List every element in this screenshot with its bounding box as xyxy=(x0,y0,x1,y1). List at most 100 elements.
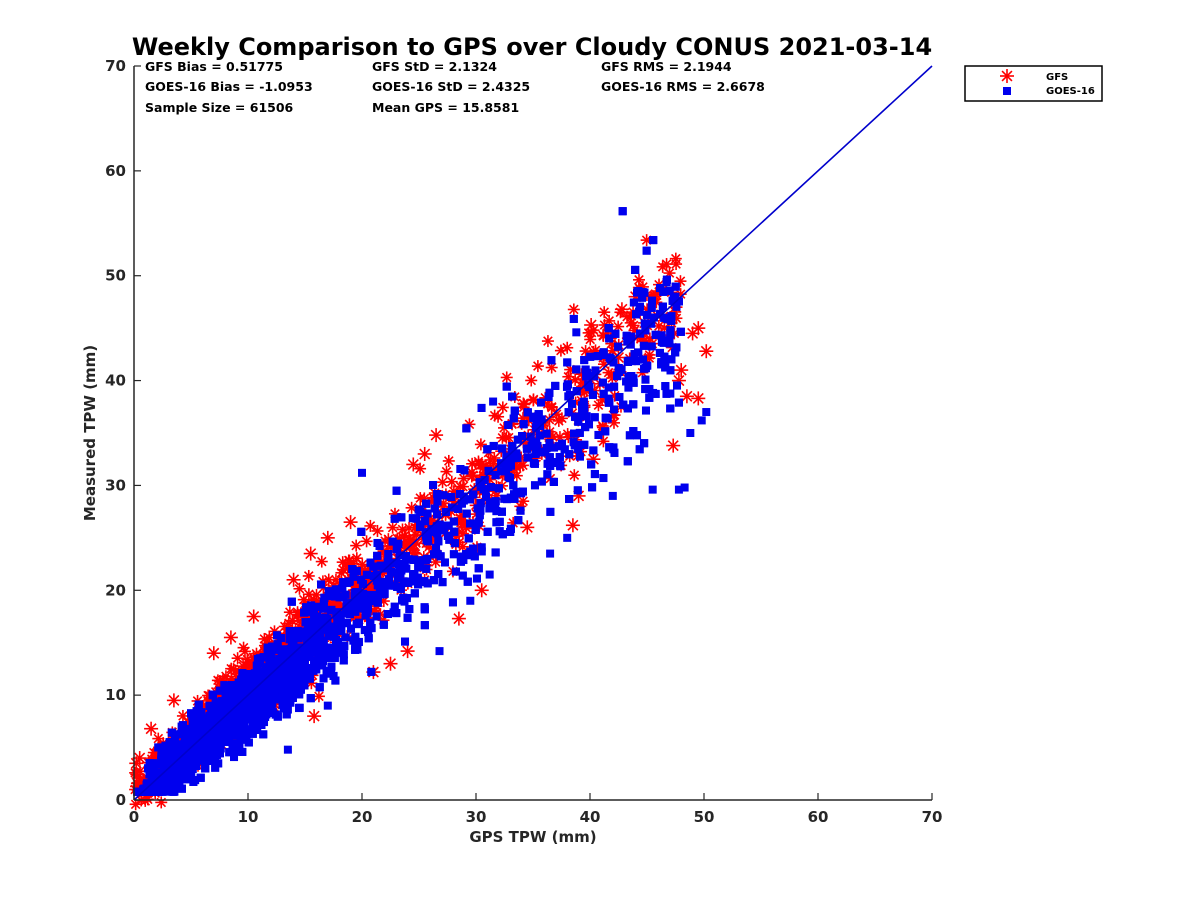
gfs-point xyxy=(225,662,238,675)
goes-16-point xyxy=(472,574,481,583)
goes-16-point xyxy=(509,414,518,423)
goes-16-point xyxy=(252,661,261,670)
goes-16-point xyxy=(668,296,677,305)
goes-16-point xyxy=(609,358,618,367)
gfs-point xyxy=(555,412,568,425)
gfs-point xyxy=(176,709,189,722)
gfs-point xyxy=(457,472,470,485)
goes-16-point xyxy=(504,420,513,429)
gfs-point xyxy=(541,335,554,348)
goes-16-point xyxy=(196,773,205,782)
goes-16-point xyxy=(610,448,619,457)
gfs-point xyxy=(633,273,646,286)
goes-16-point xyxy=(477,403,486,412)
goes-16-point xyxy=(666,404,675,413)
goes-16-point xyxy=(504,472,513,481)
gfs-point xyxy=(129,756,144,771)
goes-16-point xyxy=(614,367,623,376)
goes-16-point xyxy=(390,514,399,523)
goes-16-point xyxy=(639,341,648,350)
goes-16-point xyxy=(647,342,656,351)
goes-16-point xyxy=(491,497,500,506)
gfs-point xyxy=(383,656,398,671)
gfs-point xyxy=(691,391,706,406)
gfs-point xyxy=(442,454,455,467)
goes-16-point xyxy=(367,667,376,676)
goes-16-point xyxy=(622,331,631,340)
goes-16-point xyxy=(194,700,203,709)
goes-16-point xyxy=(293,652,302,661)
goes-16-point xyxy=(567,399,576,408)
goes-16-point xyxy=(225,748,234,757)
goes-16-point xyxy=(449,550,458,559)
goes-16-point xyxy=(300,669,309,678)
goes-16-point xyxy=(462,424,471,433)
goes-16-point xyxy=(312,602,321,611)
goes-16-point xyxy=(283,659,292,668)
gfs-point xyxy=(454,516,467,529)
gfs-point xyxy=(386,521,399,534)
gfs-point xyxy=(474,583,489,598)
gfs-point xyxy=(517,401,530,414)
goes-16-point xyxy=(537,415,546,424)
goes-16-point xyxy=(329,671,338,680)
goes-16-point xyxy=(385,581,394,590)
gfs-point xyxy=(302,569,315,582)
goes-16-point xyxy=(546,507,555,516)
goes-16-point xyxy=(414,505,423,514)
goes-16-point xyxy=(492,507,501,516)
goes-16-point xyxy=(221,687,230,696)
gfs-point xyxy=(360,535,373,548)
gfs-point xyxy=(283,606,296,619)
goes-16-point xyxy=(666,389,675,398)
chart-title: Weekly Comparison to GPS over Cloudy CON… xyxy=(132,33,932,61)
goes-16-point xyxy=(535,431,544,440)
goes-16-point xyxy=(182,724,191,733)
goes-16-point xyxy=(282,710,291,719)
goes-16-point xyxy=(300,627,309,636)
goes-16-point xyxy=(324,591,333,600)
goes-16-point xyxy=(569,314,578,323)
goes-16-point xyxy=(575,452,584,461)
goes-16-point xyxy=(331,676,340,685)
goes-16-point xyxy=(638,293,647,302)
goes-16-point xyxy=(373,551,382,560)
goes-16-point xyxy=(536,398,545,407)
gfs-point xyxy=(598,306,611,319)
goes-16-point xyxy=(191,776,200,785)
goes-16-point xyxy=(573,486,582,495)
gfs-point xyxy=(315,555,328,568)
goes-16-point xyxy=(447,492,456,501)
gfs-point xyxy=(602,366,615,379)
goes-16-point xyxy=(610,405,619,414)
goes-16-point xyxy=(458,571,467,580)
goes-16-point xyxy=(466,519,475,528)
goes-16-point xyxy=(360,626,369,635)
goes-16-point xyxy=(563,358,572,367)
goes-16-point xyxy=(585,383,594,392)
goes-16-point xyxy=(641,375,650,384)
goes-16-point xyxy=(282,667,291,676)
goes-16-point xyxy=(497,467,506,476)
goes-16-point xyxy=(433,490,442,499)
goes-16-point xyxy=(565,391,574,400)
goes-16-point xyxy=(339,656,348,665)
goes-16-point xyxy=(339,593,348,602)
gfs-point xyxy=(500,431,513,444)
gfs-point xyxy=(592,399,605,412)
goes-16-point xyxy=(649,236,658,245)
goes-16-point xyxy=(429,481,438,490)
gfs-point xyxy=(406,457,421,472)
goes-16-point xyxy=(629,298,638,307)
goes-16-point xyxy=(260,667,269,676)
goes-16-point xyxy=(543,470,552,479)
gfs-point xyxy=(286,572,301,587)
goes-16-point xyxy=(588,483,597,492)
gfs-point xyxy=(166,693,181,708)
goes-16-point xyxy=(667,355,676,364)
goes-16-point xyxy=(188,712,197,721)
goes-16-point xyxy=(388,537,397,546)
goes-16-point xyxy=(632,310,641,319)
goes-16-point xyxy=(613,372,622,381)
gfs-point xyxy=(322,573,335,586)
